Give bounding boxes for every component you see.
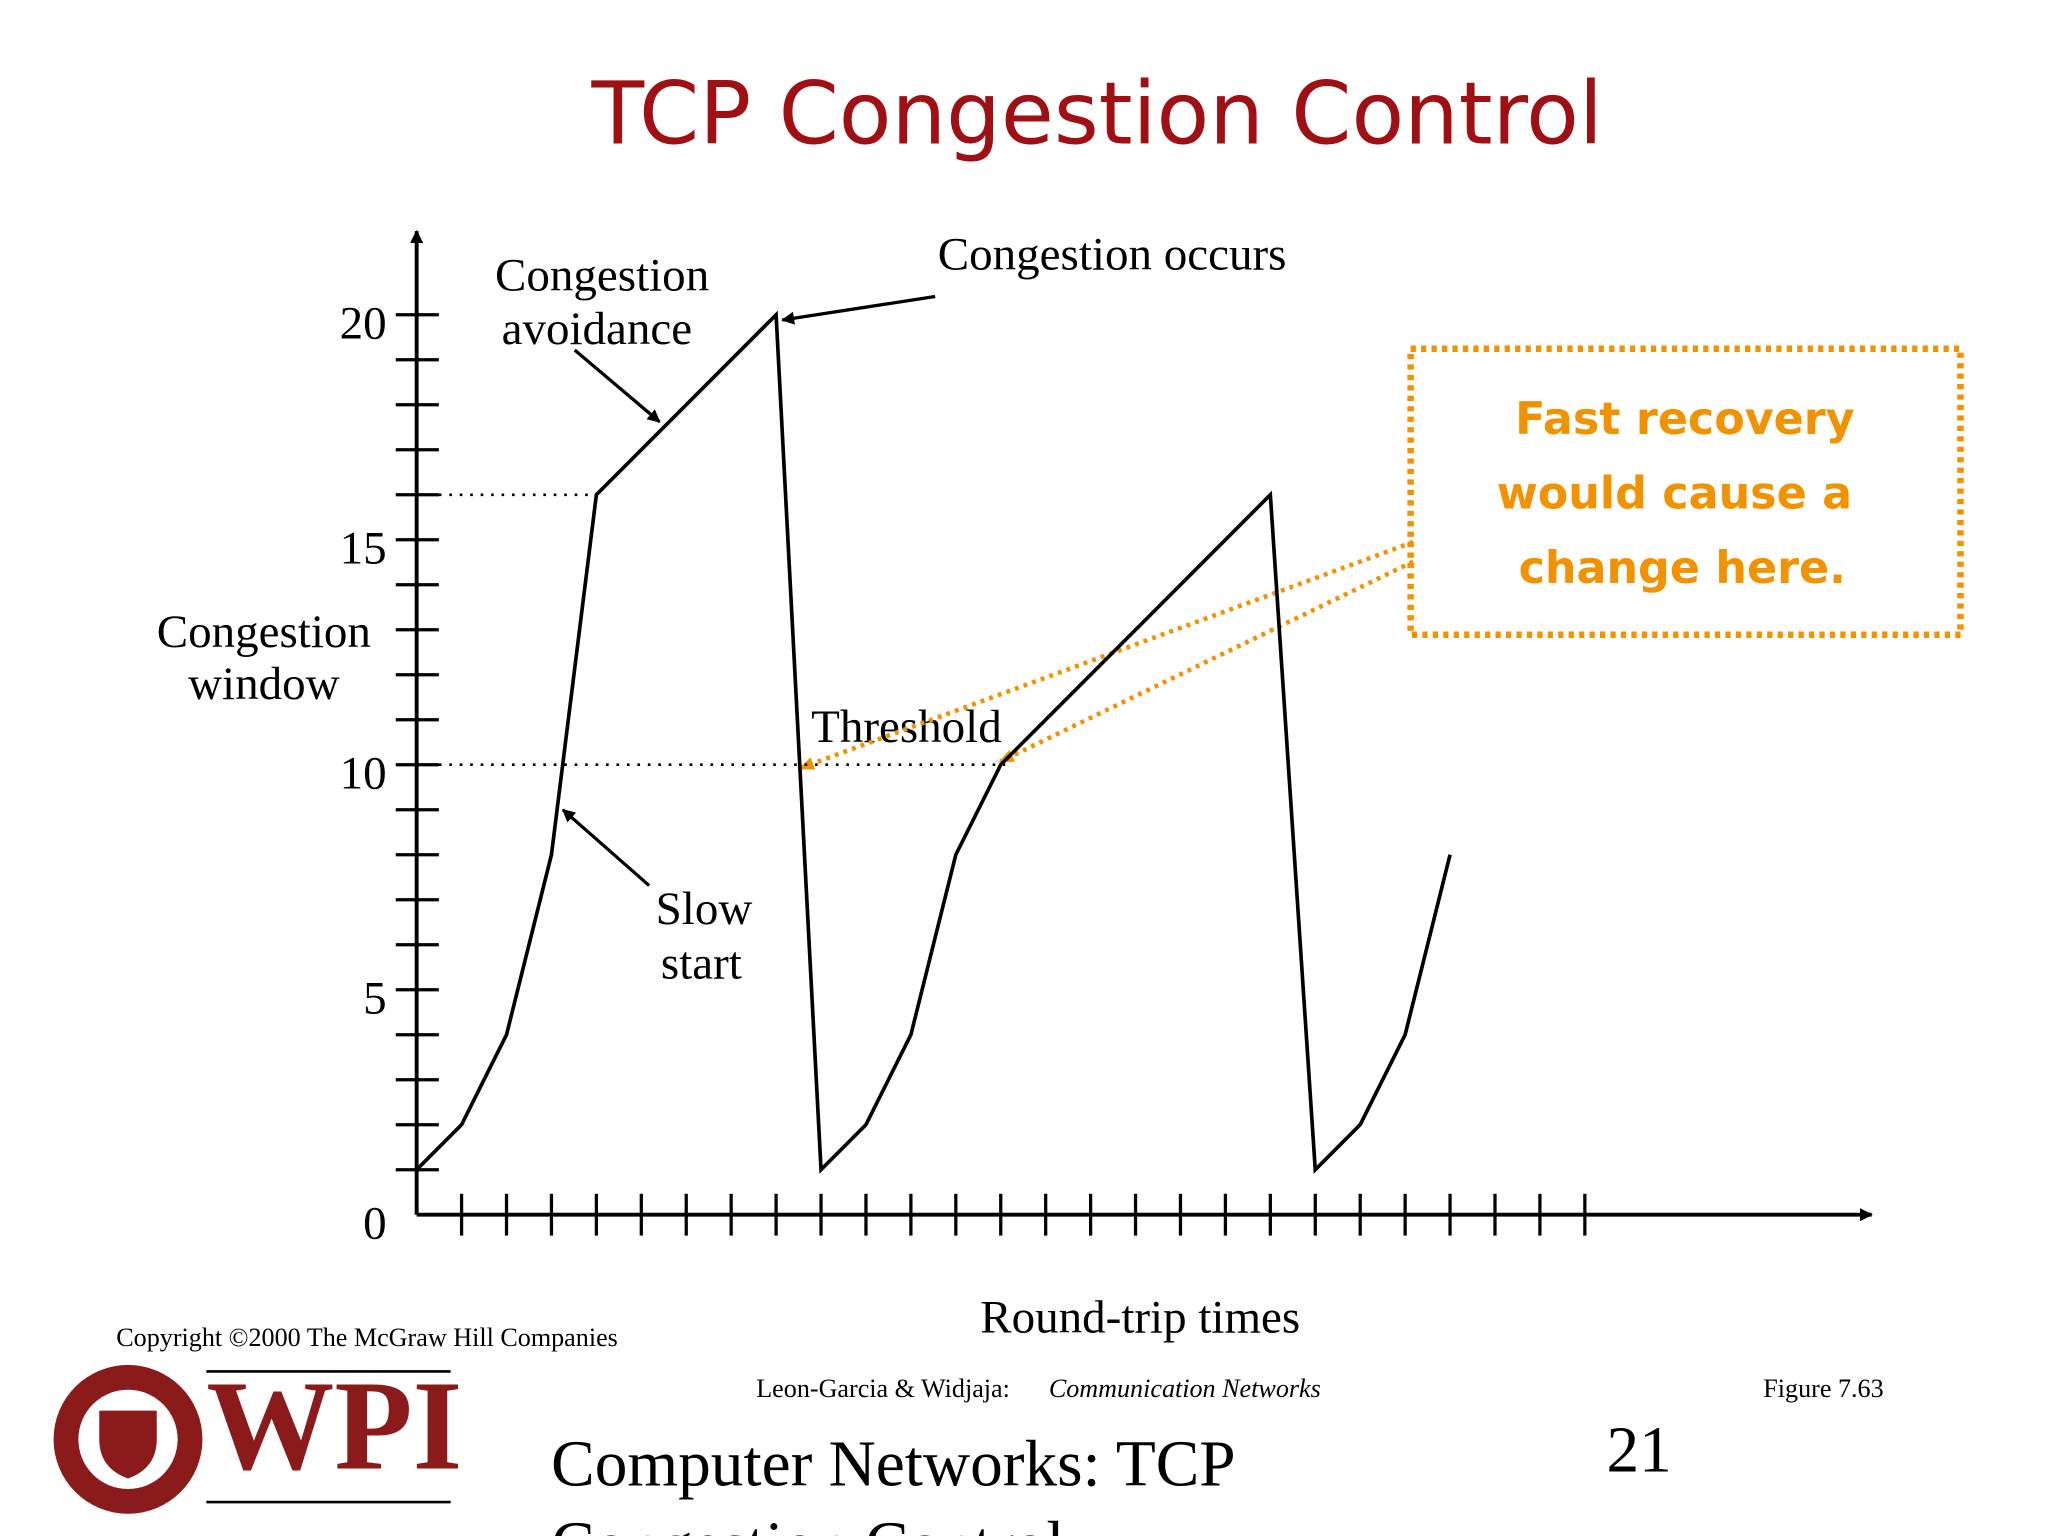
annotation-arrow [781, 294, 936, 325]
y-axis-label: window [188, 658, 340, 710]
y-tick-label: 5 [363, 973, 387, 1025]
slide-title: TCP Congestion Control [590, 65, 1602, 165]
page-number: 21 [1607, 1414, 1672, 1486]
copyright: Copyright ©2000 The McGraw Hill Companie… [116, 1323, 618, 1352]
authors: Leon-Garcia & Widjaja: [756, 1374, 1010, 1403]
annotation: avoidance [502, 303, 693, 355]
y-axis-label: Congestion [157, 606, 371, 658]
slide-subtitle: Congestion Control [551, 1510, 1064, 1536]
x-axis-label: Round-trip times [980, 1292, 1300, 1344]
y-tick-label: 10 [340, 748, 387, 800]
book-title: Communication Networks [1049, 1374, 1321, 1403]
slide-subtitle: Computer Networks: TCP [551, 1429, 1235, 1501]
y-tick-label: 0 [363, 1198, 387, 1250]
callout-text: would cause a [1497, 468, 1852, 519]
y-tick-label: 15 [340, 523, 387, 575]
y-tick-label: 20 [340, 298, 387, 350]
annotation: start [661, 938, 742, 990]
annotation: Congestion [495, 249, 709, 301]
figure-number: Figure 7.63 [1763, 1374, 1883, 1403]
annotation-arrow [573, 348, 661, 424]
callout-text: change here. [1519, 543, 1846, 594]
annotation: Congestion occurs [938, 228, 1287, 280]
seal-shield [99, 1410, 157, 1479]
callout: Fast recovery would cause a change here. [798, 345, 1964, 771]
annotation-arrow [561, 808, 651, 887]
logo-text: WPI [206, 1355, 462, 1497]
callout-arrow [798, 539, 1415, 771]
annotation: Slow [656, 883, 753, 935]
callout-arrow [998, 559, 1415, 764]
axes [395, 229, 1873, 1236]
logo: WPI [53, 1355, 462, 1514]
callout-box [1407, 345, 1964, 639]
series-line [415, 310, 1452, 1174]
callout-text: Fast recovery [1515, 394, 1855, 445]
